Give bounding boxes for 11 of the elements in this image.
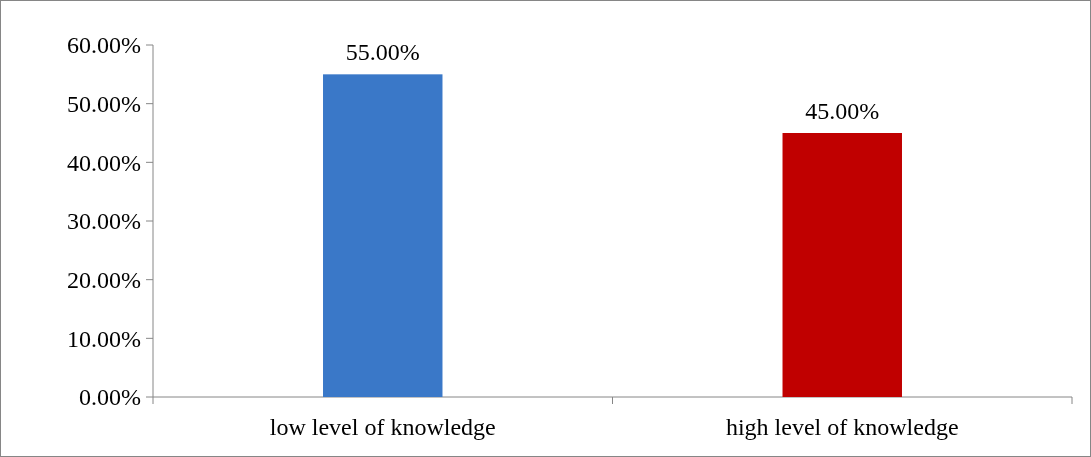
y-tick-label: 10.00% — [67, 325, 141, 352]
x-tick-label: high level of knowledge — [725, 414, 959, 440]
y-tick-label: 60.00% — [67, 32, 141, 59]
y-tick-label: 20.00% — [67, 267, 141, 294]
data-label: 45.00% — [805, 98, 880, 124]
data-label: 55.00% — [345, 39, 420, 66]
y-tick-label: 40.00% — [67, 149, 141, 176]
y-tick-label: 0.00% — [79, 384, 141, 411]
y-tick-label: 50.00% — [67, 91, 141, 118]
x-tick-label: low level of knowledge — [269, 414, 496, 440]
y-tick-label: 30.00% — [67, 208, 141, 235]
